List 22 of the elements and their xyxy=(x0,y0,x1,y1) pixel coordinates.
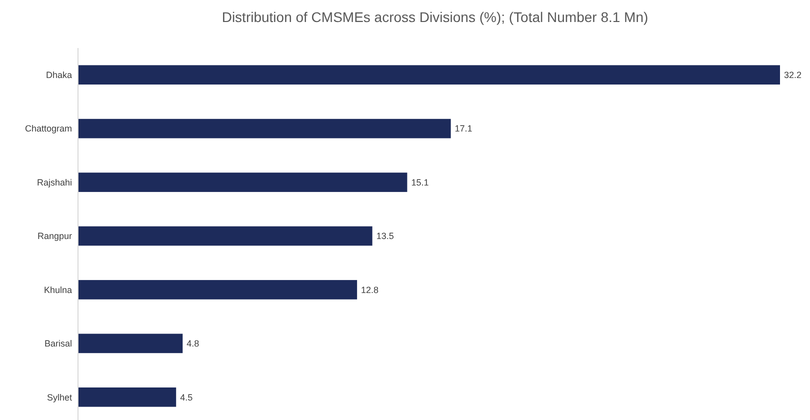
y-tick-label: Dhaka xyxy=(46,70,72,80)
y-tick-label: Rajshahi xyxy=(36,177,72,188)
bar xyxy=(78,334,183,354)
data-label: 4.8 xyxy=(186,338,200,349)
chart-title: Distribution of CMSMEs across Divisions (%); (Total Number 8.1 Mn) xyxy=(222,9,648,25)
bar xyxy=(78,226,372,246)
data-label: 12.8 xyxy=(361,284,379,295)
data-label: 15.1 xyxy=(411,177,429,188)
y-tick-label: Sylhet xyxy=(46,392,72,402)
y-tick-label: Barisal xyxy=(44,338,72,349)
bar xyxy=(78,280,358,300)
data-label: 17.1 xyxy=(454,124,472,134)
bar xyxy=(78,118,451,138)
y-tick-label: Rangpur xyxy=(37,231,72,242)
y-tick-label: Khulna xyxy=(44,284,72,295)
bar xyxy=(78,172,408,192)
data-label: 4.5 xyxy=(180,392,193,402)
y-tick-label: Chattogram xyxy=(24,124,72,134)
bar xyxy=(78,65,780,85)
data-label: 13.5 xyxy=(376,231,394,242)
bar xyxy=(78,387,176,407)
data-label: 32.2 xyxy=(784,70,802,80)
